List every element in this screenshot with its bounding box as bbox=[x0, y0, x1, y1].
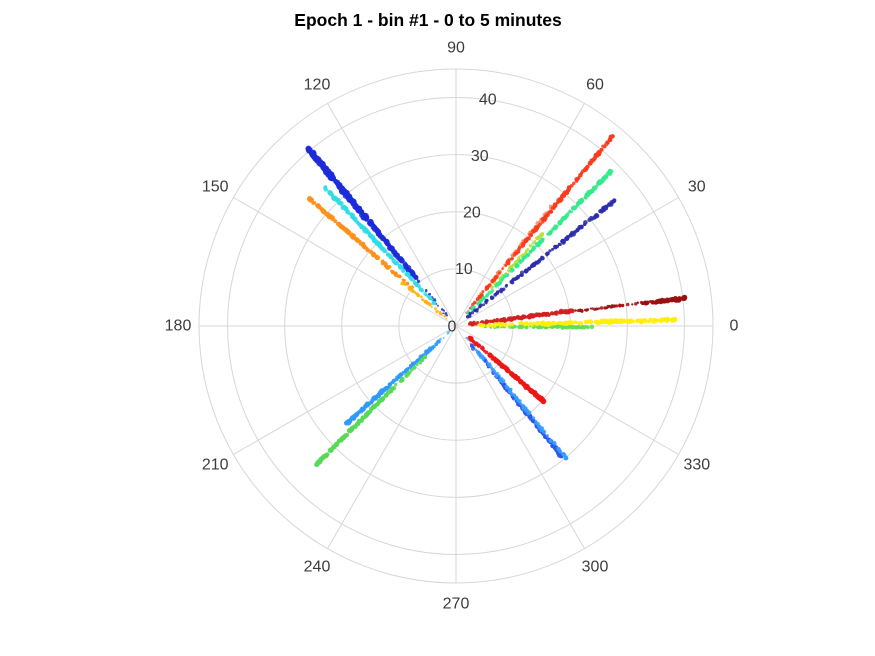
theta-tick-label-120: 120 bbox=[304, 77, 331, 94]
theta-tick-label-330: 330 bbox=[683, 457, 710, 474]
series-red-lower-right bbox=[467, 335, 547, 405]
r-tick-label-30: 30 bbox=[471, 148, 489, 165]
series-darkred-east-dense bbox=[642, 294, 688, 306]
theta-tick-label-60: 60 bbox=[586, 77, 604, 94]
r-tick-label-10: 10 bbox=[455, 261, 473, 278]
grid-spoke-150 bbox=[233, 197, 457, 327]
theta-tick-label-150: 150 bbox=[202, 179, 229, 196]
series-dodger-lower-left bbox=[343, 339, 441, 426]
series-gold-upper-left bbox=[400, 281, 448, 320]
r-tick-label-40: 40 bbox=[479, 91, 497, 108]
chart-title: Epoch 1 - bin #1 - 0 to 5 minutes bbox=[294, 10, 562, 30]
series-navy-upper-right bbox=[465, 198, 617, 319]
theta-tick-label-210: 210 bbox=[202, 457, 229, 474]
grid-spoke-210 bbox=[233, 325, 457, 455]
scatter-series-layer bbox=[305, 134, 688, 468]
grid-spoke-240 bbox=[327, 325, 457, 549]
theta-tick-label-30: 30 bbox=[688, 179, 706, 196]
grid-spoke-60 bbox=[455, 103, 585, 327]
series-orange-upper-left bbox=[306, 196, 414, 289]
theta-tick-label-300: 300 bbox=[582, 558, 609, 575]
r-tick-label-0: 0 bbox=[448, 319, 457, 336]
series-dodger-lower-right bbox=[475, 348, 569, 461]
series-crimson-east bbox=[467, 308, 575, 327]
series-cyan-upper-left bbox=[323, 185, 437, 306]
theta-tick-label-240: 240 bbox=[304, 558, 331, 575]
series-navy-upper-left bbox=[305, 145, 419, 280]
series-green-lower-left bbox=[314, 354, 427, 468]
grid-spoke-300 bbox=[455, 325, 585, 549]
theta-tick-label-90: 90 bbox=[447, 40, 465, 57]
series-redorange-upper-right bbox=[469, 134, 615, 310]
grid-spoke-120 bbox=[327, 103, 457, 327]
theta-tick-label-180: 180 bbox=[165, 318, 192, 335]
series-yellow-east bbox=[477, 316, 678, 328]
grid-spoke-330 bbox=[455, 325, 679, 455]
theta-tick-label-270: 270 bbox=[443, 596, 470, 613]
axis-labels-layer: 0 30 60 90 120 150 180 210 240 270 300 330 0 10 20 30 40 bbox=[165, 40, 739, 613]
series-springgreen-upper-right bbox=[466, 168, 614, 316]
r-tick-label-20: 20 bbox=[463, 204, 481, 221]
polar-grid bbox=[198, 68, 714, 584]
theta-tick-label-0: 0 bbox=[730, 318, 739, 335]
grid-spoke-30 bbox=[455, 197, 679, 327]
